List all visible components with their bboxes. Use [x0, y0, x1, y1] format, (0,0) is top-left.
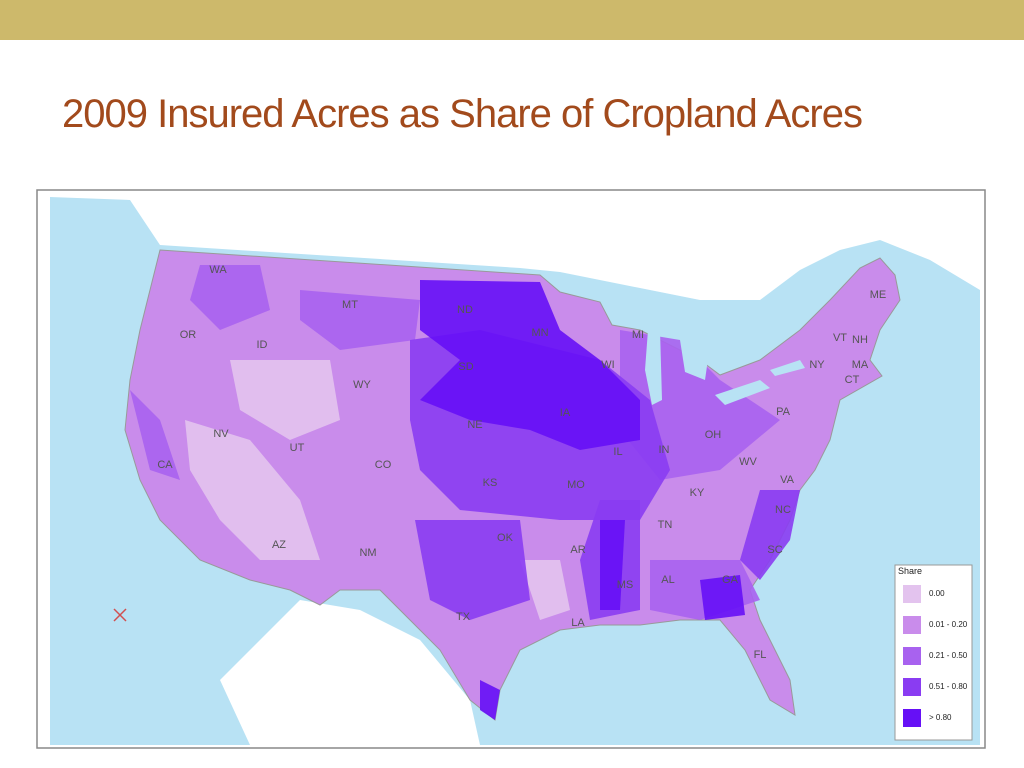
state-label: MI	[632, 329, 644, 341]
state-label: MT	[342, 299, 358, 311]
state-label: MS	[617, 579, 634, 591]
legend-label: 0.01 - 0.20	[929, 620, 968, 629]
lake	[680, 340, 710, 380]
legend-swatch	[903, 709, 921, 727]
state-label: TX	[456, 611, 471, 623]
legend: Share 0.00 0.01 - 0.20 0.21 - 0.50 0.51 - 0.…	[894, 564, 973, 741]
marker	[113, 608, 127, 622]
canada	[50, 197, 980, 300]
state-label: CA	[157, 459, 173, 471]
state-label: NH	[852, 334, 868, 346]
state-label: NM	[359, 547, 376, 559]
state-label: IA	[560, 407, 571, 419]
state-label: LA	[571, 617, 585, 629]
legend-label: > 0.80	[929, 713, 952, 722]
region	[130, 390, 180, 480]
state-label: MA	[852, 359, 869, 371]
state-label: VT	[833, 332, 847, 344]
state-label: OK	[497, 532, 514, 544]
header-bar	[0, 0, 1024, 40]
region	[300, 290, 420, 350]
state-label: AZ	[272, 539, 286, 551]
legend-swatch	[903, 647, 921, 665]
legend-label: 0.21 - 0.50	[929, 651, 968, 660]
legend-swatch	[903, 616, 921, 634]
lake	[715, 380, 770, 405]
state-label: NV	[213, 428, 229, 440]
region	[520, 560, 570, 620]
state-label: AR	[570, 544, 585, 556]
region	[230, 360, 340, 440]
region	[420, 280, 640, 450]
mexico	[220, 600, 480, 745]
state-label: SD	[458, 361, 473, 373]
state-label: GA	[722, 574, 739, 586]
state-label: ID	[257, 339, 268, 351]
slide-title: 2009 Insured Acres as Share of Cropland …	[62, 92, 863, 136]
region	[415, 520, 530, 620]
state-label: CO	[375, 459, 392, 471]
united-states: WA MT ND MN OR ID SD WI MI WY NY VT NH ME MA CT PA NE IA NV…	[124, 249, 901, 721]
state-label: WY	[353, 379, 371, 391]
region	[480, 680, 500, 720]
legend-swatch	[903, 678, 921, 696]
state-label: MN	[531, 327, 548, 339]
state-label: NE	[467, 419, 482, 431]
state-label: PA	[776, 406, 791, 418]
state-label: SC	[767, 544, 782, 556]
state-label: MO	[567, 479, 585, 491]
state-label: OR	[180, 329, 197, 341]
state-label: AL	[661, 574, 674, 586]
legend-label: 0.00	[929, 589, 945, 598]
state-label: IN	[659, 444, 670, 456]
state-label: WA	[209, 264, 227, 276]
legend-swatch	[903, 585, 921, 603]
state-label: CT	[845, 374, 860, 386]
state-label: VA	[780, 474, 795, 486]
legend-title: Share	[898, 566, 922, 576]
lake	[600, 296, 660, 318]
legend-label: 0.51 - 0.80	[929, 682, 968, 691]
region	[740, 490, 800, 580]
state-label: ME	[870, 289, 887, 301]
state-label: ND	[457, 304, 473, 316]
state-label: OH	[705, 429, 722, 441]
lake	[770, 360, 805, 376]
state-label: KS	[483, 477, 498, 489]
state-label: KY	[690, 487, 705, 499]
region	[185, 420, 320, 560]
lake	[645, 330, 662, 405]
state-label: NY	[809, 359, 825, 371]
state-label: WI	[601, 359, 614, 371]
region	[700, 575, 745, 620]
state-label: FL	[754, 649, 767, 661]
region	[190, 265, 270, 330]
state-label: NC	[775, 504, 791, 516]
region	[600, 520, 625, 610]
state-label: TN	[658, 519, 673, 531]
state-label: UT	[290, 442, 305, 454]
state-label: WV	[739, 456, 757, 468]
state-label: IL	[613, 446, 622, 458]
